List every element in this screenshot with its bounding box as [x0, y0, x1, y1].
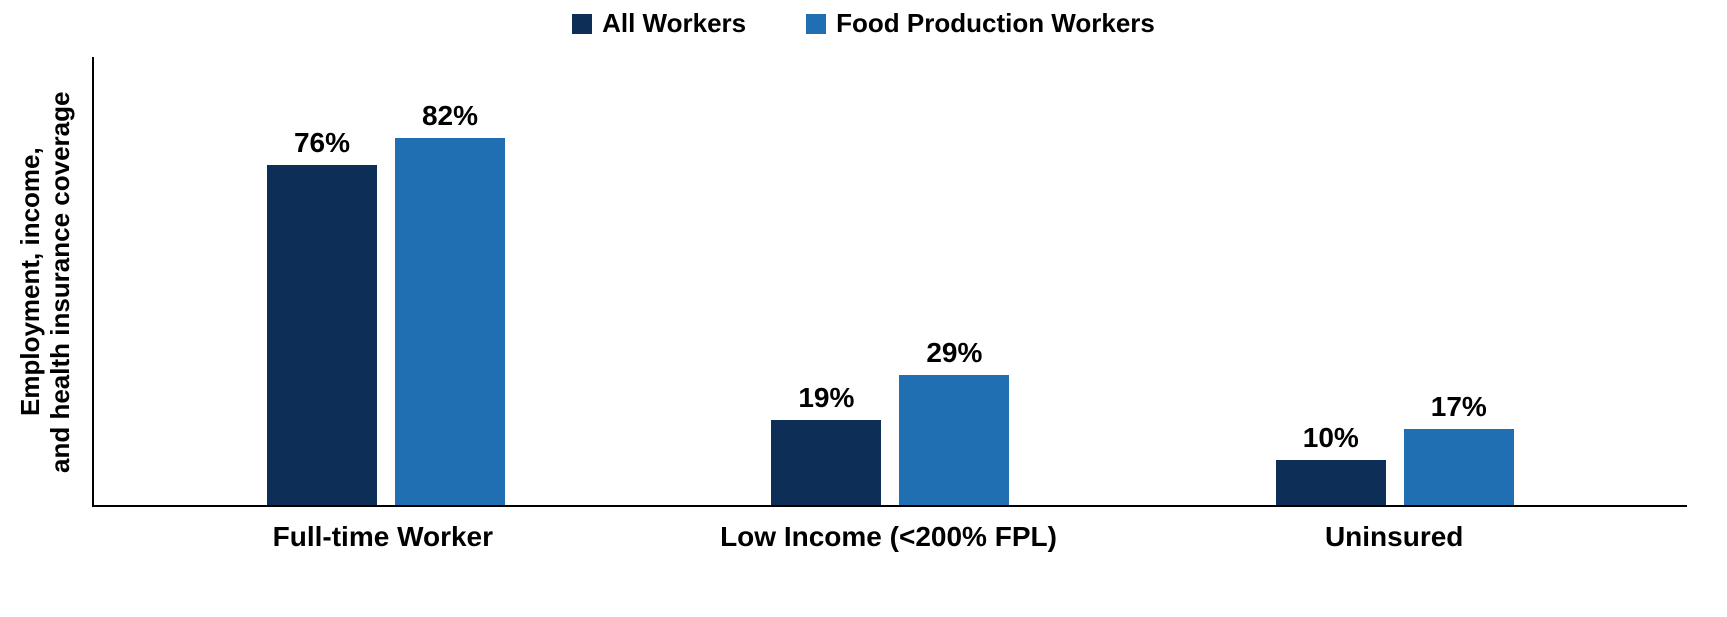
bar	[899, 375, 1009, 505]
legend-item: All Workers	[572, 8, 746, 39]
bar-wrap: 29%	[899, 57, 1009, 505]
bar-group: 76% 82%	[267, 57, 505, 505]
y-axis-title-line: and health insurance coverage	[45, 91, 75, 472]
bar	[1404, 429, 1514, 505]
x-axis-category-label: Low Income (<200% FPL)	[636, 521, 1142, 553]
bar-wrap: 10%	[1276, 57, 1386, 505]
plot-area: 76% 82% 19% 29% 10% 17%	[92, 57, 1687, 507]
bar	[267, 165, 377, 505]
legend-label: Food Production Workers	[836, 8, 1155, 39]
legend-swatch-all-workers	[572, 14, 592, 34]
chart-legend: All Workers Food Production Workers	[0, 0, 1727, 57]
x-axis: Full-time WorkerLow Income (<200% FPL)Un…	[90, 507, 1687, 553]
bar-value-label: 10%	[1303, 422, 1359, 454]
bar-wrap: 17%	[1404, 57, 1514, 505]
bar	[771, 420, 881, 505]
y-axis-title-line: Employment, income,	[15, 148, 45, 417]
chart-area: Employment, income, and health insurance…	[0, 57, 1727, 507]
x-axis-category-label: Uninsured	[1141, 521, 1647, 553]
bar-value-label: 76%	[294, 127, 350, 159]
bar	[1276, 460, 1386, 505]
bar-wrap: 76%	[267, 57, 377, 505]
bar-value-label: 29%	[926, 337, 982, 369]
x-axis-category-label: Full-time Worker	[130, 521, 636, 553]
legend-item: Food Production Workers	[806, 8, 1155, 39]
bar-group: 10% 17%	[1276, 57, 1514, 505]
bar-wrap: 82%	[395, 57, 505, 505]
legend-label: All Workers	[602, 8, 746, 39]
bar-group: 19% 29%	[771, 57, 1009, 505]
bar	[395, 138, 505, 505]
bar-wrap: 19%	[771, 57, 881, 505]
y-axis-title: Employment, income, and health insurance…	[10, 57, 82, 507]
bar-value-label: 19%	[798, 382, 854, 414]
legend-swatch-food-production	[806, 14, 826, 34]
bar-value-label: 82%	[422, 100, 478, 132]
bar-value-label: 17%	[1431, 391, 1487, 423]
